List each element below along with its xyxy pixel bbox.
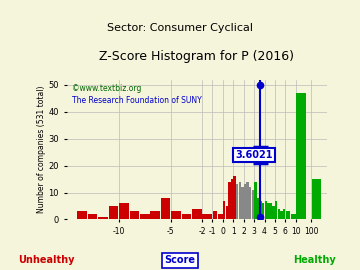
Bar: [285, 211, 291, 220]
Text: Sector: Consumer Cyclical: Sector: Consumer Cyclical: [107, 23, 253, 33]
Bar: [119, 203, 129, 220]
Bar: [252, 190, 254, 220]
Text: The Research Foundation of SUNY: The Research Foundation of SUNY: [72, 96, 202, 105]
Bar: [77, 211, 87, 220]
Bar: [265, 201, 267, 220]
Bar: [140, 214, 149, 220]
Bar: [278, 209, 280, 220]
Bar: [273, 206, 275, 220]
Bar: [241, 187, 244, 220]
Bar: [231, 179, 233, 220]
Bar: [236, 184, 238, 220]
Bar: [228, 182, 230, 220]
Bar: [171, 211, 181, 220]
Bar: [296, 93, 306, 220]
Bar: [213, 211, 217, 220]
Text: Score: Score: [165, 255, 195, 265]
Bar: [254, 182, 257, 220]
Bar: [98, 217, 108, 220]
Bar: [130, 211, 139, 220]
Bar: [270, 203, 272, 220]
Bar: [226, 206, 228, 220]
Bar: [244, 184, 246, 220]
Y-axis label: Number of companies (531 total): Number of companies (531 total): [37, 86, 46, 213]
Text: Unhealthy: Unhealthy: [19, 255, 75, 265]
Bar: [161, 198, 170, 220]
Bar: [181, 214, 191, 220]
Bar: [88, 214, 98, 220]
Bar: [312, 179, 321, 220]
Bar: [260, 201, 262, 220]
Bar: [283, 209, 285, 220]
Bar: [249, 187, 251, 220]
Text: Healthy: Healthy: [294, 255, 336, 265]
Bar: [233, 176, 236, 220]
Title: Z-Score Histogram for P (2016): Z-Score Histogram for P (2016): [99, 50, 294, 63]
Bar: [267, 203, 270, 220]
Bar: [239, 182, 241, 220]
Text: 3.6021: 3.6021: [235, 150, 273, 160]
Bar: [218, 214, 222, 220]
Bar: [109, 206, 118, 220]
Bar: [275, 201, 278, 220]
Text: ©www.textbiz.org: ©www.textbiz.org: [72, 84, 141, 93]
Bar: [150, 211, 160, 220]
Bar: [262, 203, 264, 220]
Bar: [291, 214, 296, 220]
Bar: [280, 211, 283, 220]
Bar: [257, 198, 259, 220]
Bar: [202, 214, 212, 220]
Bar: [192, 209, 202, 220]
Bar: [246, 182, 249, 220]
Bar: [223, 201, 225, 220]
